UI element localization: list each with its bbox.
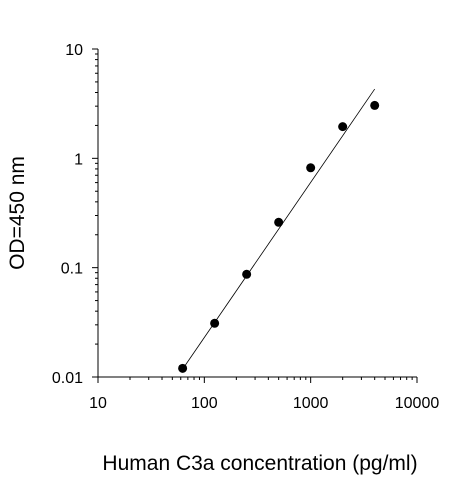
data-point (306, 163, 316, 173)
y-tick-label: 0.1 (61, 261, 83, 278)
x-axis-title: Human C3a concentration (pg/ml) (102, 452, 417, 475)
y-tick-label: 10 (65, 42, 83, 59)
x-tick-label: 10 (89, 395, 107, 412)
x-tick-label: 100 (191, 395, 218, 412)
y-tick-label: 0.01 (52, 370, 83, 387)
y-axis-ticks: 0.01 0.1 1 10 (52, 42, 98, 387)
fit-line-layer (182, 88, 376, 370)
data-point (274, 217, 284, 227)
data-points (178, 100, 380, 373)
data-point (338, 122, 348, 132)
x-tick-label: 10000 (395, 395, 440, 412)
data-point (210, 318, 220, 328)
data-point (178, 363, 188, 373)
x-axis-ticks: 10 100 1000 10000 (89, 377, 439, 412)
y-axis-title: OD=450 nm (6, 156, 29, 270)
data-point (242, 269, 252, 279)
plot-frame (97, 49, 417, 378)
fit-line (182, 88, 376, 370)
y-tick-label: 1 (74, 151, 83, 168)
x-tick-label: 1000 (293, 395, 329, 412)
data-point (370, 100, 380, 110)
